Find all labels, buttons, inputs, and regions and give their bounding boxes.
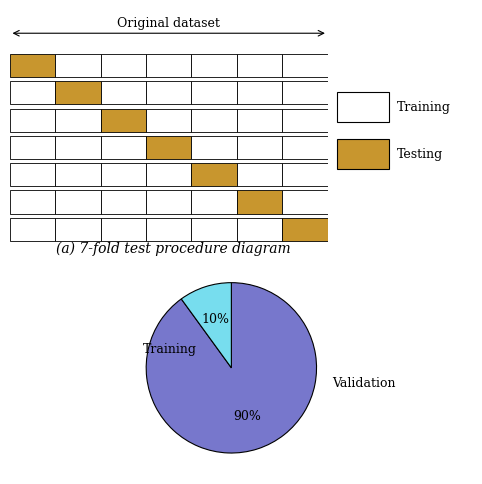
Bar bbox=[55, 136, 101, 159]
Bar bbox=[146, 218, 191, 241]
Bar bbox=[10, 108, 55, 132]
Bar bbox=[101, 81, 146, 105]
Bar bbox=[237, 108, 282, 132]
Text: Original dataset: Original dataset bbox=[117, 17, 220, 30]
Bar bbox=[237, 54, 282, 77]
Bar bbox=[191, 136, 237, 159]
Bar bbox=[237, 163, 282, 186]
Text: Training: Training bbox=[143, 343, 197, 356]
Bar bbox=[191, 108, 237, 132]
Bar bbox=[146, 136, 191, 159]
Bar bbox=[101, 136, 146, 159]
Bar bbox=[337, 92, 388, 122]
Bar bbox=[10, 190, 55, 213]
Bar bbox=[282, 163, 328, 186]
Bar bbox=[55, 163, 101, 186]
Bar bbox=[146, 54, 191, 77]
Bar bbox=[282, 218, 328, 241]
Bar bbox=[10, 54, 55, 77]
Bar bbox=[101, 218, 146, 241]
Bar bbox=[10, 136, 55, 159]
Bar bbox=[55, 190, 101, 213]
Text: Validation: Validation bbox=[332, 377, 395, 390]
Bar bbox=[55, 108, 101, 132]
Text: 90%: 90% bbox=[233, 410, 261, 423]
Bar bbox=[146, 163, 191, 186]
Bar bbox=[191, 190, 237, 213]
Bar bbox=[191, 81, 237, 105]
Bar bbox=[237, 136, 282, 159]
Bar bbox=[146, 108, 191, 132]
Bar bbox=[146, 190, 191, 213]
Bar bbox=[146, 81, 191, 105]
Bar bbox=[282, 136, 328, 159]
Wedge shape bbox=[181, 283, 231, 368]
Wedge shape bbox=[146, 283, 317, 453]
Bar bbox=[55, 81, 101, 105]
Bar bbox=[237, 81, 282, 105]
Bar bbox=[10, 218, 55, 241]
Text: 10%: 10% bbox=[201, 313, 229, 326]
Bar bbox=[191, 218, 237, 241]
Bar bbox=[191, 54, 237, 77]
Bar bbox=[237, 218, 282, 241]
Bar bbox=[191, 163, 237, 186]
Text: Training: Training bbox=[397, 101, 451, 114]
Text: Testing: Testing bbox=[397, 148, 443, 161]
Bar bbox=[101, 163, 146, 186]
Text: (a) 7-fold test procedure diagram: (a) 7-fold test procedure diagram bbox=[56, 242, 291, 257]
Bar bbox=[10, 163, 55, 186]
Bar bbox=[282, 81, 328, 105]
Bar bbox=[101, 190, 146, 213]
Bar bbox=[101, 108, 146, 132]
Bar bbox=[282, 108, 328, 132]
Bar bbox=[337, 139, 388, 169]
Bar bbox=[282, 190, 328, 213]
Bar bbox=[282, 54, 328, 77]
Bar bbox=[55, 218, 101, 241]
Bar bbox=[55, 54, 101, 77]
Bar bbox=[10, 81, 55, 105]
Bar bbox=[101, 54, 146, 77]
Bar bbox=[237, 190, 282, 213]
